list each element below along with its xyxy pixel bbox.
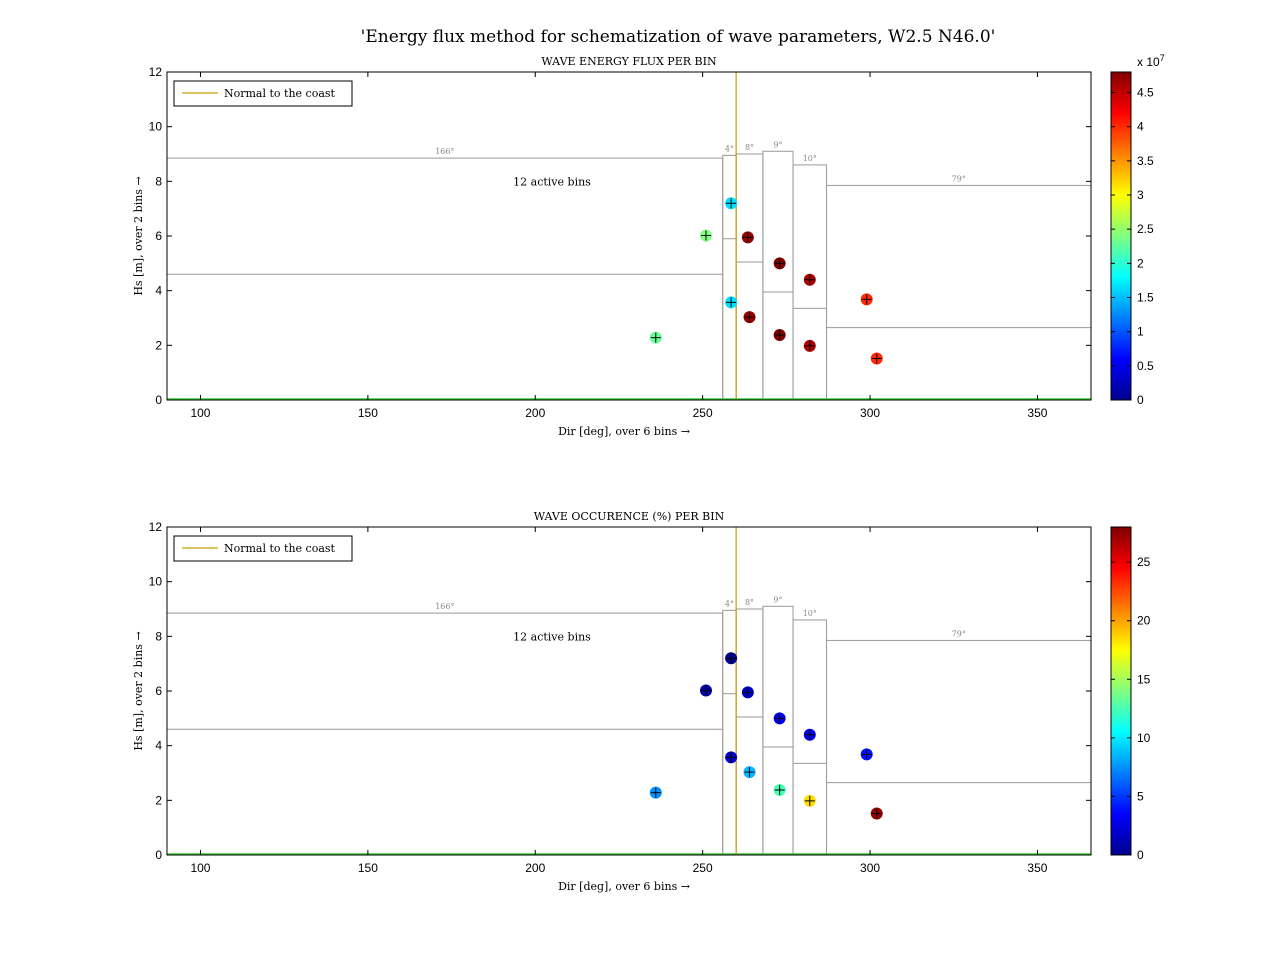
plot-area [167,527,1091,855]
x-tick-label: 300 [860,861,880,875]
x-tick-label: 100 [190,861,210,875]
legend-label: Normal to the coast [224,87,336,100]
y-tick-label: 4 [155,284,162,298]
x-tick-label: 350 [1027,406,1047,420]
x-tick-label: 200 [525,861,545,875]
y-tick-label: 12 [149,520,163,534]
data-point-marker [742,687,753,698]
y-tick-label: 12 [149,65,163,79]
colorbar-tick-label: 0 [1137,393,1144,407]
colorbar-tick-label: 1.5 [1137,291,1154,305]
colorbar-tick-label: 3.5 [1137,154,1154,168]
x-tick-label: 250 [693,406,713,420]
data-point-marker [744,767,755,778]
colorbar-multiplier: x 107 [1137,53,1165,69]
data-point-marker [774,258,785,269]
colorbar-tick-label: 4.5 [1137,86,1154,100]
data-point-marker [804,729,815,740]
bin-width-label: 8° [745,143,754,152]
y-axis-label: Hs [m], over 2 bins → [132,631,145,750]
x-tick-label: 300 [860,406,880,420]
colorbar-tick-label: 0 [1137,848,1144,862]
data-point-marker [726,297,737,308]
colorbar-tick-label: 3 [1137,188,1144,202]
colorbar [1110,71,1132,401]
bin-width-label: 79° [952,174,966,183]
data-point-marker [804,795,815,806]
data-point-marker [726,653,737,664]
x-tick-label: 200 [525,406,545,420]
colorbar-tick-label: 10 [1137,731,1151,745]
colorbar-tick-label: 0.5 [1137,359,1154,373]
data-point-marker [701,685,711,696]
x-tick-label: 350 [1027,861,1047,875]
bin-width-label: 10° [803,154,817,163]
x-axis-label: Dir [deg], over 6 bins → [558,425,690,438]
y-tick-label: 6 [155,229,162,243]
data-point-marker [871,808,882,819]
colorbar-tick-label: 20 [1137,614,1151,628]
y-tick-label: 0 [155,393,162,407]
bin-width-label: 9° [773,595,782,604]
y-axis-label: Hs [m], over 2 bins → [132,176,145,295]
colorbar [1110,526,1132,856]
x-tick-label: 100 [190,406,210,420]
data-point-marker [774,329,785,340]
colorbar-tick-label: 25 [1137,555,1151,569]
data-point-marker [744,312,755,323]
data-point-marker [861,749,872,760]
legend-label: Normal to the coast [224,542,336,555]
x-axis-label: Dir [deg], over 6 bins → [558,880,690,893]
bin-width-label: 4° [725,599,734,608]
y-tick-label: 6 [155,684,162,698]
data-point-marker [774,713,785,724]
panel-title: WAVE OCCURENCE (%) PER BIN [534,510,725,523]
colorbar-tick-label: 2 [1137,256,1144,270]
data-point-marker [650,332,661,343]
data-point-marker [701,230,711,241]
bin-width-label: 4° [725,144,734,153]
colorbar-tick-label: 1 [1137,325,1144,339]
y-tick-label: 8 [155,174,162,188]
data-point-marker [871,353,882,364]
colorbar-tick-label: 4 [1137,120,1144,134]
y-tick-label: 10 [149,575,163,589]
bin-width-label: 10° [803,609,817,618]
colorbar-tick-label: 15 [1137,672,1151,686]
energy-flux-panel: WAVE ENERGY FLUX PER BIN 166° 4° 8° 9° 10° 79°… [132,53,1165,438]
data-point-marker [742,232,753,243]
colorbar-tick-label: 2.5 [1137,222,1154,236]
plot-area [167,72,1091,400]
bin-width-label: 166° [435,602,454,611]
data-point-marker [804,274,815,285]
data-point-marker [726,752,737,763]
panel-title: WAVE ENERGY FLUX PER BIN [541,55,717,68]
data-point-marker [774,784,785,795]
data-point-marker [804,340,815,351]
y-tick-label: 8 [155,629,162,643]
y-tick-label: 4 [155,739,162,753]
bin-width-label: 79° [952,629,966,638]
colorbar-tick-label: 5 [1137,789,1144,803]
figure-title: 'Energy flux method for schematization o… [361,27,996,47]
active-bins-label: 12 active bins [513,630,591,643]
data-point-marker [650,787,661,798]
bin-width-label: 166° [435,147,454,156]
bin-width-label: 8° [745,598,754,607]
data-point-marker [861,294,872,305]
occurrence-panel: WAVE OCCURENCE (%) PER BIN 166° 4° 8° 9° 10° 7… [132,510,1151,893]
x-tick-label: 250 [693,861,713,875]
y-tick-label: 2 [155,793,162,807]
active-bins-label: 12 active bins [513,175,591,188]
x-tick-label: 150 [358,861,378,875]
y-tick-label: 0 [155,848,162,862]
x-tick-label: 150 [358,406,378,420]
y-tick-label: 10 [149,120,163,134]
y-tick-label: 2 [155,338,162,352]
bin-width-label: 9° [773,140,782,149]
data-point-marker [726,198,737,209]
